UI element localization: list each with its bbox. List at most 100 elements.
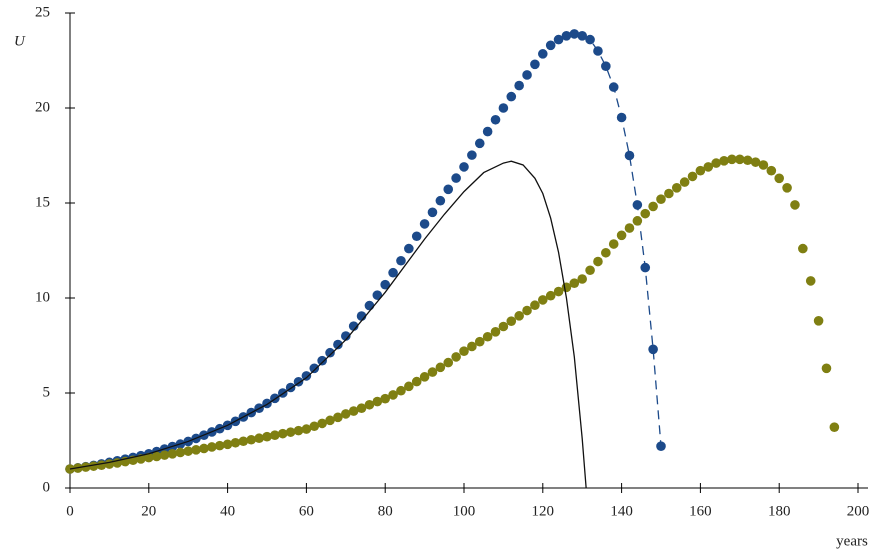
data-point: [325, 415, 335, 426]
curve: [566, 33, 662, 447]
data-point: [167, 449, 178, 459]
data-point: [608, 239, 619, 249]
data-point: [175, 447, 186, 458]
data-point: [522, 305, 532, 316]
data-point: [341, 331, 351, 341]
data-point: [443, 357, 454, 368]
data-point: [703, 162, 714, 172]
data-point: [356, 403, 367, 414]
data-point: [474, 336, 485, 347]
data-point: [758, 160, 769, 170]
x-tick-label: 80: [378, 503, 393, 519]
data-point: [317, 355, 327, 366]
data-point: [821, 363, 832, 374]
data-point: [277, 428, 288, 439]
data-point: [293, 425, 304, 436]
x-axis-label: years: [836, 533, 868, 549]
data-point: [719, 156, 729, 166]
x-tick-label: 40: [220, 503, 235, 519]
data-point: [813, 316, 824, 326]
data-point: [230, 437, 241, 448]
data-point: [270, 430, 280, 440]
data-point: [585, 34, 595, 45]
data-point: [427, 207, 438, 218]
data-point: [750, 157, 761, 167]
data-point: [514, 80, 524, 91]
data-point: [199, 443, 209, 454]
data-point: [364, 300, 375, 311]
data-point: [482, 126, 493, 137]
data-point: [498, 321, 509, 332]
data-point: [262, 431, 272, 442]
data-point: [766, 165, 777, 176]
data-point: [88, 461, 99, 471]
data-point: [325, 347, 335, 358]
x-tick-label: 140: [610, 503, 633, 519]
data-point: [396, 385, 406, 396]
data-point: [80, 462, 91, 472]
data-point: [467, 341, 477, 352]
data-point: [411, 231, 422, 242]
data-point: [388, 390, 398, 400]
data-point: [679, 177, 690, 187]
data-point: [735, 154, 745, 165]
y-tick-label: 20: [35, 99, 50, 115]
data-point: [301, 424, 312, 434]
data-point: [482, 331, 493, 342]
data-point: [545, 40, 556, 51]
x-tick-label: 120: [532, 503, 555, 519]
x-tick-label: 20: [141, 503, 156, 519]
y-axis-label: U: [14, 33, 26, 49]
data-point: [348, 406, 359, 416]
data-point: [380, 279, 391, 290]
data-point: [207, 442, 217, 452]
data-point: [341, 409, 351, 419]
data-point: [782, 183, 792, 193]
data-point: [404, 381, 414, 392]
data-point: [214, 440, 225, 451]
data-point: [348, 321, 359, 331]
data-point: [459, 346, 469, 357]
data-point: [538, 295, 548, 305]
data-point: [553, 34, 564, 45]
x-tick-label: 160: [689, 503, 712, 519]
data-point: [388, 267, 398, 278]
y-tick-label: 10: [35, 289, 50, 305]
data-point: [364, 399, 375, 410]
data-point: [648, 344, 658, 355]
data-point: [616, 230, 627, 241]
x-tick-label: 0: [66, 503, 74, 519]
data-point: [238, 436, 249, 447]
data-point: [695, 165, 706, 176]
data-point: [514, 311, 524, 321]
data-point: [538, 49, 548, 59]
x-tick-label: 200: [847, 503, 870, 519]
y-tick-label: 5: [43, 384, 51, 400]
data-point: [404, 243, 414, 254]
data-point: [664, 188, 674, 199]
data-point: [301, 371, 312, 381]
data-point: [254, 433, 264, 444]
x-tick-label: 60: [299, 503, 314, 519]
data-point: [585, 265, 595, 276]
data-point: [624, 223, 635, 233]
data-point: [711, 158, 721, 168]
x-tick-label: 100: [453, 503, 476, 519]
data-point: [829, 422, 840, 433]
data-point: [545, 290, 556, 301]
data-point: [498, 103, 509, 113]
data-point: [577, 274, 587, 284]
data-point: [396, 255, 406, 266]
data-point: [656, 194, 666, 204]
data-point: [435, 362, 446, 373]
data-point: [285, 427, 296, 437]
data-point: [435, 195, 446, 206]
data-point: [601, 61, 611, 71]
data-point: [372, 290, 383, 300]
data-point: [144, 452, 154, 463]
data-point: [411, 376, 422, 387]
data-point: [742, 155, 753, 166]
data-point: [309, 363, 320, 374]
data-point: [490, 327, 501, 337]
